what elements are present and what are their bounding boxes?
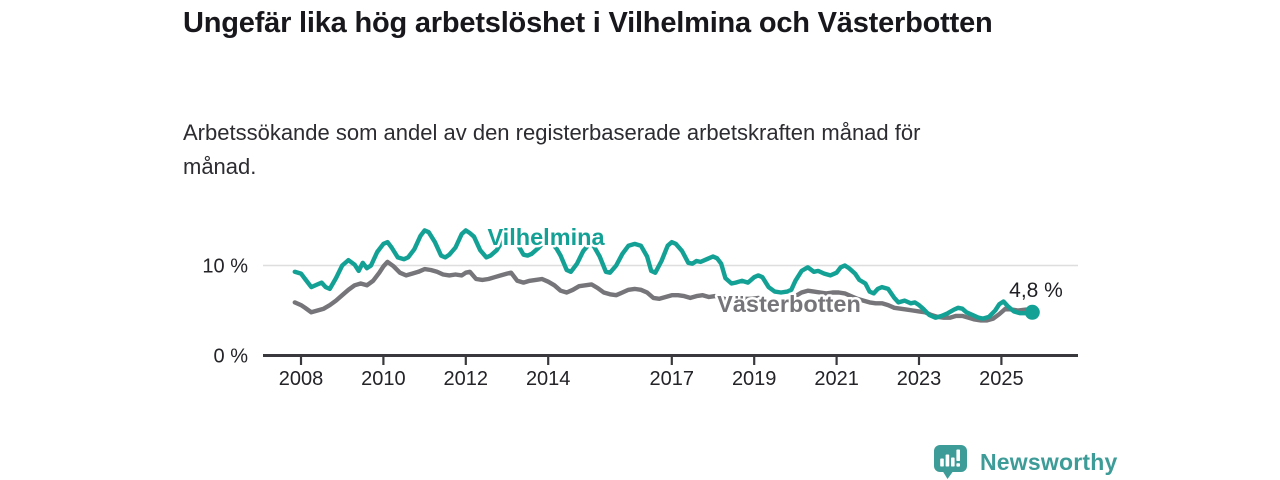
y-axis-label-0: 0 %: [214, 346, 249, 368]
end-value-label: 4,8 %: [1009, 279, 1063, 302]
x-tick-label-2008: 2008: [279, 368, 324, 390]
x-tick-label-2025: 2025: [979, 368, 1024, 390]
x-tick-label-2017: 2017: [650, 368, 695, 390]
x-tick-label-2023: 2023: [897, 368, 942, 390]
x-tick-label-2021: 2021: [814, 368, 859, 390]
series-line-västerbotten: [292, 259, 1029, 323]
page-subtitle: Arbetssökande som andel av den registerb…: [183, 120, 921, 179]
x-tick-label-2010: 2010: [361, 368, 406, 390]
series-line-vilhelmina: [292, 228, 1035, 321]
x-tick-label-2012: 2012: [444, 368, 489, 390]
series-label-västerbotten: Västerbotten: [717, 291, 861, 317]
x-tick-label-2014: 2014: [526, 368, 571, 390]
series-label-vilhelmina: Vilhelmina: [487, 224, 605, 250]
newsworthy-brand-text: Newsworthy: [980, 448, 1118, 475]
end-point-dot: [1024, 304, 1040, 320]
x-tick-label-2019: 2019: [732, 368, 777, 390]
y-axis-label-10: 10 %: [202, 256, 248, 278]
newsworthy-logo-icon: [934, 445, 967, 479]
page-title: Ungefär lika hög arbetslöshet i Vilhelmi…: [183, 7, 993, 39]
newsworthy-logo: Newsworthy: [933, 444, 1117, 480]
